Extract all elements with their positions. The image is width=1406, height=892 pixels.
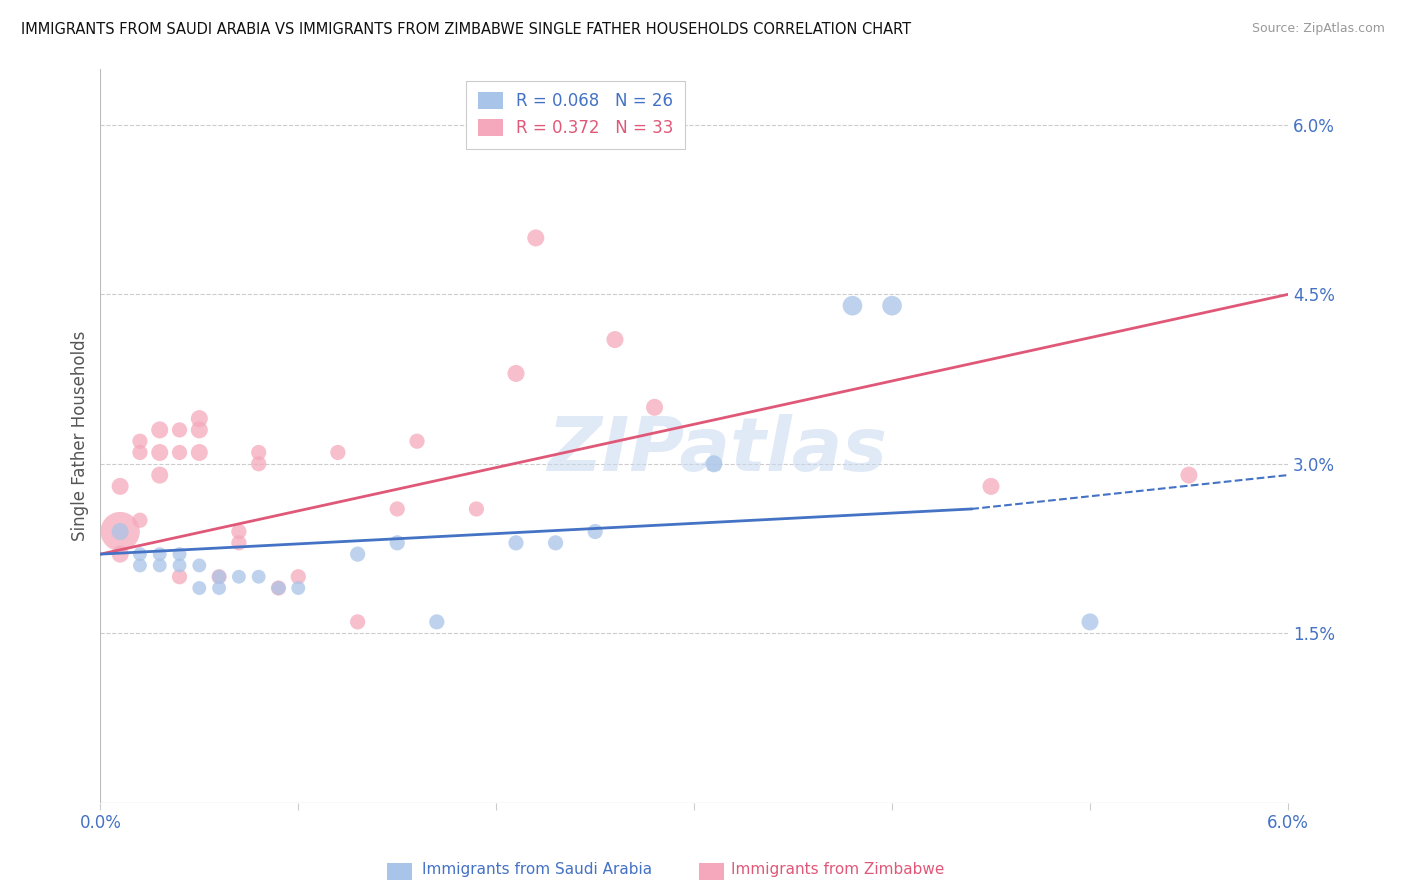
Point <box>149 423 172 437</box>
Y-axis label: Single Father Households: Single Father Households <box>72 330 89 541</box>
Point <box>149 547 172 561</box>
Text: Source: ZipAtlas.com: Source: ZipAtlas.com <box>1251 22 1385 36</box>
Text: Immigrants from Saudi Arabia: Immigrants from Saudi Arabia <box>422 863 652 877</box>
Point <box>188 423 211 437</box>
Point <box>326 445 349 459</box>
Point <box>108 524 131 539</box>
Point <box>544 536 567 550</box>
Point <box>129 513 152 527</box>
Point <box>228 570 250 584</box>
Point <box>129 445 152 459</box>
Text: IMMIGRANTS FROM SAUDI ARABIA VS IMMIGRANTS FROM ZIMBABWE SINGLE FATHER HOUSEHOLD: IMMIGRANTS FROM SAUDI ARABIA VS IMMIGRAN… <box>21 22 911 37</box>
Point <box>188 411 211 425</box>
Text: Immigrants from Zimbabwe: Immigrants from Zimbabwe <box>731 863 945 877</box>
Point <box>247 445 270 459</box>
Point <box>169 558 191 573</box>
Point <box>149 558 172 573</box>
Point <box>188 581 211 595</box>
Point <box>108 547 131 561</box>
Point <box>287 581 309 595</box>
Point <box>841 299 863 313</box>
Point <box>169 445 191 459</box>
Point <box>703 457 725 471</box>
Point <box>169 423 191 437</box>
Point <box>267 581 290 595</box>
Point <box>406 434 429 449</box>
Point <box>603 333 626 347</box>
Text: ZIPatlas: ZIPatlas <box>548 414 887 487</box>
Point <box>880 299 903 313</box>
Point <box>247 457 270 471</box>
Legend: R = 0.068   N = 26, R = 0.372   N = 33: R = 0.068 N = 26, R = 0.372 N = 33 <box>465 80 685 149</box>
Point <box>346 547 368 561</box>
Point <box>1078 615 1101 629</box>
Point <box>169 547 191 561</box>
Point <box>108 524 131 539</box>
Point <box>980 479 1002 493</box>
Point <box>505 536 527 550</box>
Point <box>267 581 290 595</box>
Point <box>149 468 172 483</box>
Point <box>208 570 231 584</box>
Point <box>208 570 231 584</box>
Point <box>228 524 250 539</box>
Point <box>583 524 606 539</box>
Point <box>524 231 547 245</box>
Point <box>188 558 211 573</box>
Point <box>644 129 666 144</box>
Point <box>129 547 152 561</box>
Point <box>228 536 250 550</box>
Point <box>505 367 527 381</box>
Point <box>426 615 449 629</box>
Point <box>129 558 152 573</box>
Point <box>387 536 409 550</box>
Point <box>169 570 191 584</box>
Point <box>208 581 231 595</box>
Point <box>465 502 488 516</box>
Point <box>108 479 131 493</box>
Point <box>346 615 368 629</box>
Point <box>287 570 309 584</box>
Point <box>188 445 211 459</box>
Point <box>149 445 172 459</box>
Point <box>387 502 409 516</box>
Point <box>247 570 270 584</box>
Point <box>644 401 666 415</box>
Point <box>129 434 152 449</box>
Point <box>1178 468 1201 483</box>
